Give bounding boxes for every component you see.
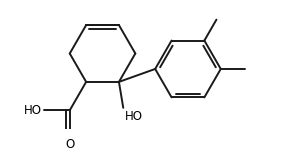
Text: HO: HO [24,104,42,117]
Text: HO: HO [125,110,143,123]
Text: O: O [65,138,74,150]
